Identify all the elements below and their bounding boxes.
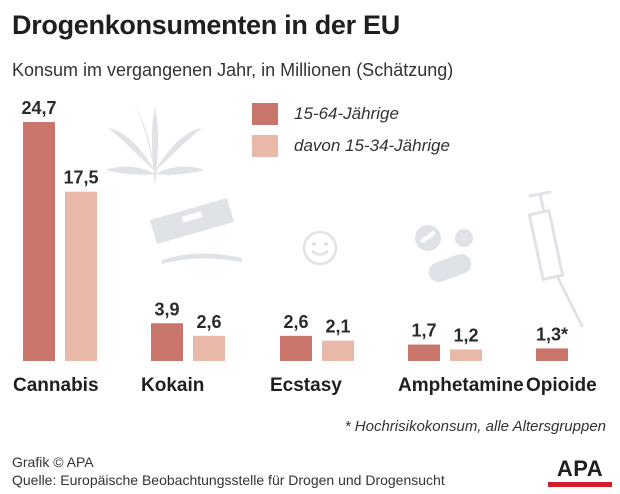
credit: Grafik © APA: [12, 454, 94, 470]
bar-cannabis-series-1: [23, 122, 55, 361]
data-label-cannabis-series-2: 17,5: [63, 168, 98, 188]
legend-label-15-34: davon 15-34-Jährige: [294, 136, 450, 155]
bar-ecstasy-series-2: [322, 340, 354, 361]
data-label-kokain-series-2: 2,6: [196, 312, 221, 332]
data-label-amphetamine-series-2: 1,2: [453, 325, 478, 345]
bar-ecstasy-series-1: [280, 335, 312, 361]
category-label-cannabis: Cannabis: [13, 375, 99, 396]
data-label-kokain-series-1: 3,9: [154, 299, 179, 319]
chart-title: Drogenkonsumenten in der EU: [12, 10, 400, 40]
bar-kokain-series-2: [193, 335, 225, 361]
apa-logo-bar: [548, 482, 612, 487]
category-label-amphetamine: Amphetamine: [398, 375, 524, 396]
smiley-pill-icon: [302, 230, 338, 266]
apa-logo: APA: [556, 456, 604, 481]
bar-cannabis-series-2: [65, 191, 97, 361]
bar-amphetamine-series-1: [408, 344, 440, 361]
data-label-ecstasy-series-1: 2,6: [283, 312, 308, 332]
source: Quelle: Europäische Beobachtungsstelle f…: [12, 472, 445, 488]
legend-swatch-dark: [252, 103, 278, 125]
legend-item-15-64: 15-64-Jährige: [252, 103, 399, 125]
data-label-ecstasy-series-2: 2,1: [325, 317, 350, 337]
chart-subtitle: Konsum im vergangenen Jahr, in Millionen…: [12, 60, 454, 80]
syringe-icon: [527, 190, 584, 328]
data-label-opioide-series-1: 1,3*: [536, 324, 568, 344]
category-label-kokain: Kokain: [141, 375, 204, 396]
category-label-ecstasy: Ecstasy: [270, 375, 342, 396]
category-label-opioide: Opioide: [526, 375, 597, 396]
cannabis-leaf-icon: [105, 96, 205, 186]
footnote: * Hochrisikokonsum, alle Altersgruppen: [344, 418, 606, 435]
capsule-pills-icon: [415, 225, 473, 283]
legend-item-15-34: davon 15-34-Jährige: [252, 135, 450, 157]
bar-amphetamine-series-2: [450, 349, 482, 361]
data-label-cannabis-series-1: 24,7: [21, 98, 56, 118]
legend-swatch-light: [252, 135, 278, 157]
razor-blade-icon: [150, 198, 242, 264]
bar-opioide-series-1: [536, 348, 568, 361]
bar-kokain-series-1: [151, 323, 183, 361]
legend-label-15-64: 15-64-Jährige: [294, 104, 399, 123]
data-label-amphetamine-series-1: 1,7: [411, 321, 436, 341]
